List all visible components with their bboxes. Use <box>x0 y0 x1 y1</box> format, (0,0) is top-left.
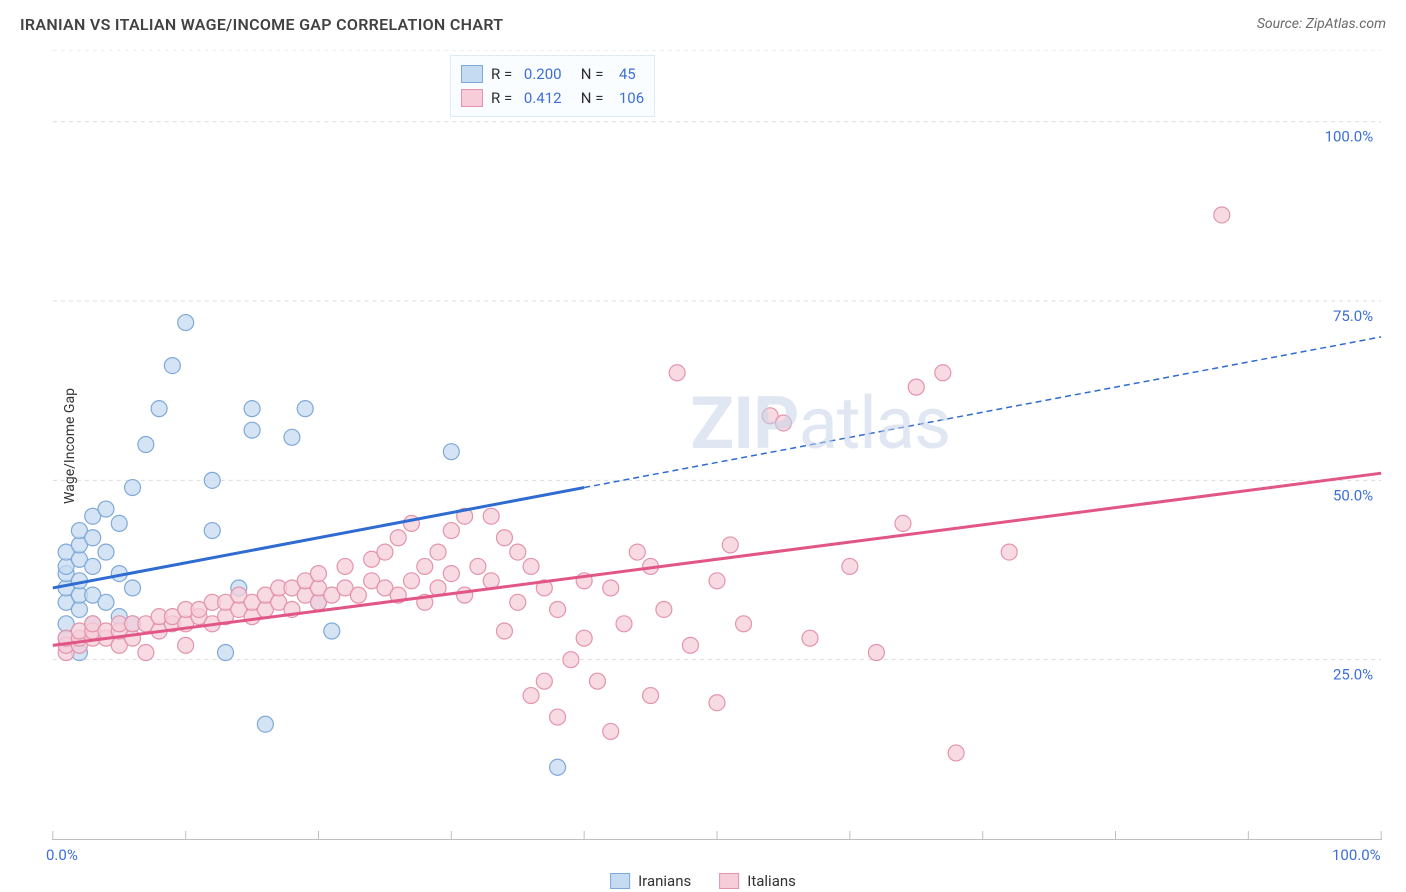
chart-title: IRANIAN VS ITALIAN WAGE/INCOME GAP CORRE… <box>20 15 503 34</box>
legend-swatch <box>719 873 739 889</box>
legend-row: R = 0.412 N = 106 <box>461 86 644 110</box>
svg-text:100.0%: 100.0% <box>1325 128 1374 146</box>
x-tick-label: 0.0% <box>46 846 78 864</box>
legend-n-value: 45 <box>615 62 636 86</box>
plot-area: 25.0%50.0%75.0%100.0% ZIPatlas R = 0.200… <box>52 50 1382 840</box>
series-legend-label: Italians <box>747 872 796 890</box>
legend-swatch <box>461 89 483 107</box>
legend-swatch <box>610 873 630 889</box>
header: IRANIAN VS ITALIAN WAGE/INCOME GAP CORRE… <box>0 0 1406 48</box>
svg-text:75.0%: 75.0% <box>1333 307 1373 325</box>
x-tick-label: 100.0% <box>1332 846 1381 864</box>
chart-container: IRANIAN VS ITALIAN WAGE/INCOME GAP CORRE… <box>0 0 1406 892</box>
series-legend-label: Iranians <box>638 872 691 890</box>
svg-text:50.0%: 50.0% <box>1333 486 1373 504</box>
source-attribution: Source: ZipAtlas.com <box>1257 16 1386 32</box>
correlation-legend-box: R = 0.200 N = 45R = 0.412 N = 106 <box>450 55 655 117</box>
legend-swatch <box>461 65 483 83</box>
legend-row: R = 0.200 N = 45 <box>461 62 644 86</box>
legend-r-value: 0.412 <box>524 86 562 110</box>
series-legend-item: Italians <box>719 872 796 890</box>
series-legend: Iranians Italians <box>610 872 796 890</box>
series-legend-item: Iranians <box>610 872 691 890</box>
legend-n-value: 106 <box>615 86 644 110</box>
legend-r-value: 0.200 <box>524 62 562 86</box>
svg-text:25.0%: 25.0% <box>1333 666 1373 684</box>
scatter-chart-svg: 25.0% 50.0% 75.0% 100.0% <box>52 50 1382 839</box>
